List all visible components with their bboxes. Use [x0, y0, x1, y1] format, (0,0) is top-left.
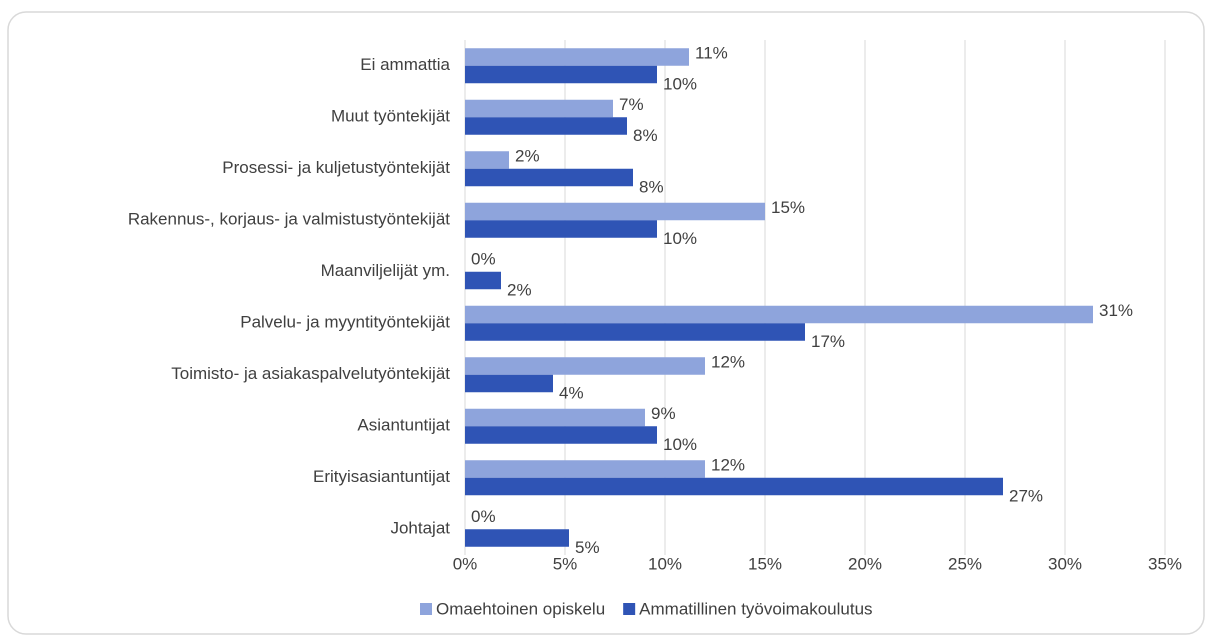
bar — [465, 48, 689, 66]
bar — [465, 202, 765, 221]
data-label: 12% — [711, 353, 745, 372]
category-label: Muut työntekijät — [331, 107, 450, 126]
data-label: 0% — [471, 250, 496, 269]
category-label: Toimisto- ja asiakaspalvelutyöntekijät — [171, 364, 450, 383]
data-label: 8% — [639, 178, 664, 197]
category-label: Erityisasiantuntijat — [313, 467, 450, 486]
bar — [465, 271, 501, 290]
bar — [465, 305, 1093, 324]
x-tick-label: 0% — [453, 554, 478, 573]
legend-label: Ammatillinen työvoimakoulutus — [639, 599, 872, 618]
x-tick-label: 5% — [553, 554, 578, 573]
data-label: 2% — [515, 147, 540, 166]
bar — [465, 151, 509, 169]
bar — [465, 117, 627, 135]
data-label: 12% — [711, 456, 745, 475]
bar — [465, 477, 1003, 496]
data-label: 10% — [663, 435, 697, 454]
data-label: 5% — [575, 538, 600, 557]
x-tick-label: 10% — [648, 554, 682, 573]
x-tick-label: 25% — [948, 554, 982, 573]
x-tick-label: 35% — [1148, 554, 1182, 573]
data-label: 7% — [619, 95, 644, 114]
bar — [465, 529, 569, 547]
legend-swatch — [623, 603, 636, 615]
category-label: Palvelu- ja myyntityöntekijät — [240, 313, 450, 332]
category-label: Prosessi- ja kuljetustyöntekijät — [222, 158, 450, 177]
data-label: 15% — [771, 198, 805, 217]
data-label: 31% — [1099, 301, 1133, 320]
legend-swatch — [420, 603, 432, 615]
x-tick-label: 30% — [1048, 554, 1082, 573]
category-label: Asiantuntijat — [357, 416, 450, 435]
x-tick-label: 15% — [748, 554, 782, 573]
data-label: 4% — [559, 384, 584, 403]
bar — [465, 426, 657, 444]
bar — [465, 460, 705, 478]
bar — [465, 168, 633, 187]
data-label: 10% — [663, 75, 697, 94]
category-label: Ei ammattia — [360, 55, 450, 74]
data-label: 10% — [663, 229, 697, 248]
bar — [465, 99, 613, 118]
bar — [465, 408, 645, 427]
data-label: 2% — [507, 281, 532, 300]
bar — [465, 374, 553, 393]
data-label: 17% — [811, 332, 845, 351]
data-label: 11% — [695, 44, 728, 63]
bar — [465, 357, 705, 375]
data-label: 0% — [471, 507, 496, 526]
bar — [465, 220, 657, 238]
bar — [465, 323, 805, 341]
bar — [465, 65, 657, 84]
category-label: Johtajat — [390, 519, 450, 538]
data-label: 27% — [1009, 487, 1043, 506]
legend-label: Omaehtoinen opiskelu — [436, 599, 605, 618]
data-label: 8% — [633, 126, 658, 145]
data-label: 9% — [651, 404, 676, 423]
category-label: Maanviljelijät ym. — [321, 261, 450, 280]
category-label: Rakennus-, korjaus- ja valmistustyönteki… — [128, 210, 450, 229]
x-tick-label: 20% — [848, 554, 882, 573]
